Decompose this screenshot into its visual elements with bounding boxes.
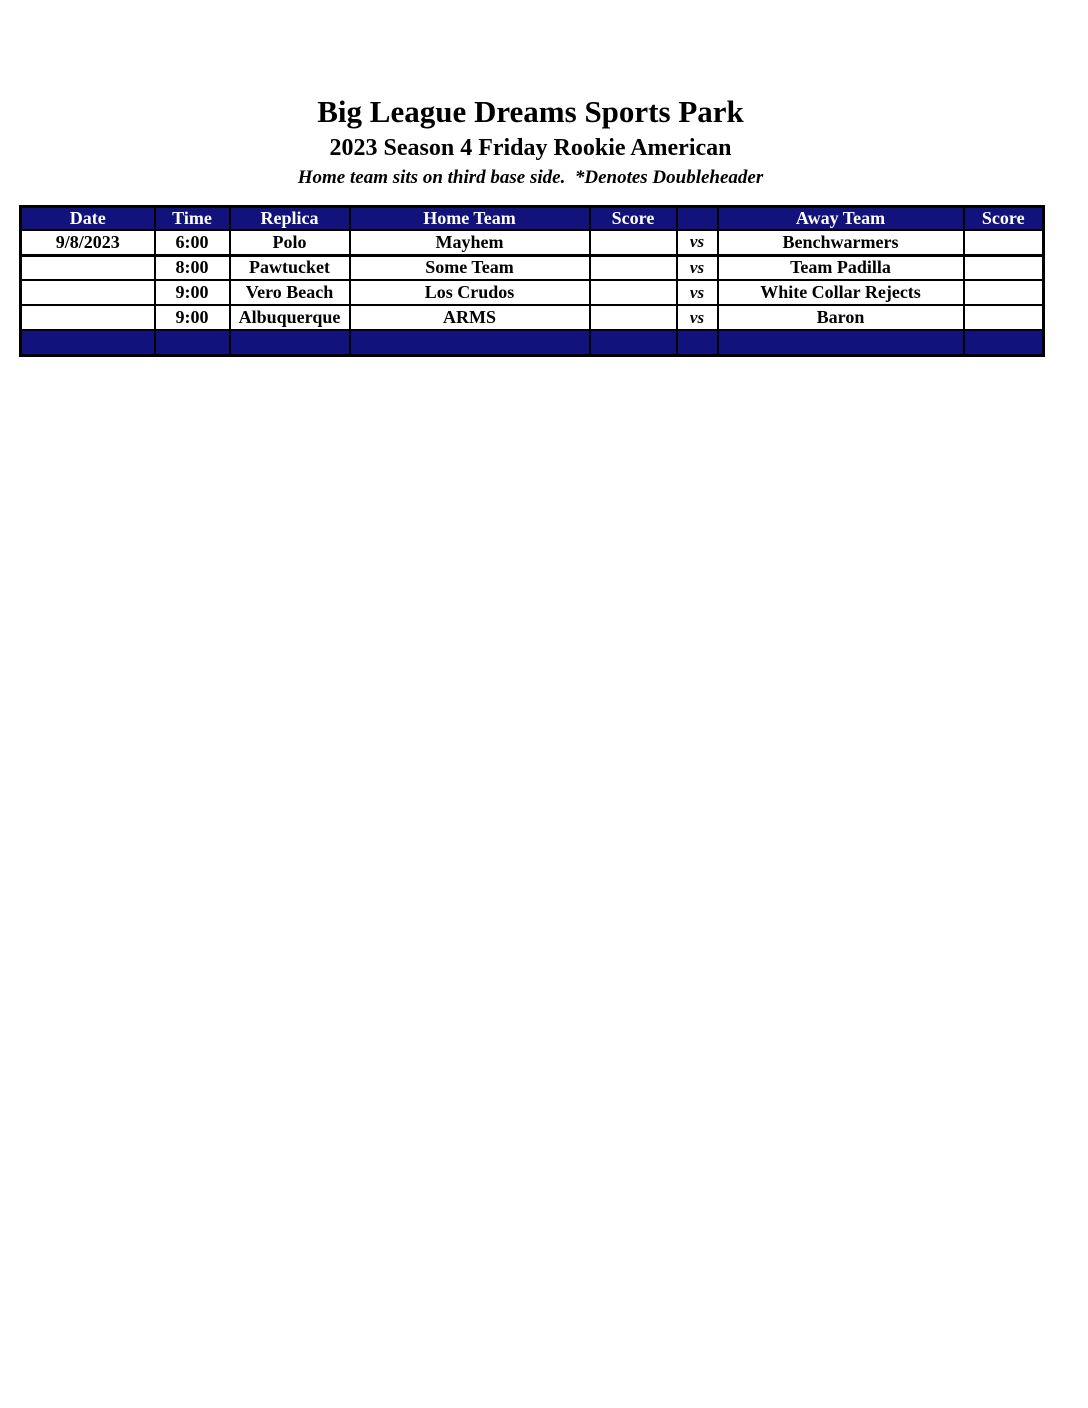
cell-away-score (962, 279, 1045, 306)
column-header-home-team: Home Team (348, 205, 591, 231)
footer-cell (228, 329, 351, 356)
cell-time: 9:00 (153, 304, 231, 331)
cell-away-team: Baron (716, 304, 965, 331)
cell-date: 9/8/2023 (19, 229, 156, 257)
cell-replica: Vero Beach (228, 279, 351, 306)
footer-cell (153, 329, 231, 356)
cell-date (19, 279, 156, 306)
column-header-date: Date (19, 205, 156, 231)
cell-vs: vs (675, 229, 719, 257)
cell-away-score (962, 229, 1045, 257)
column-header-vs (675, 205, 719, 231)
cell-home-team: Los Crudos (348, 279, 591, 306)
cell-away-team: Team Padilla (716, 254, 965, 281)
cell-home-team: Mayhem (348, 229, 591, 257)
cell-home-team: Some Team (348, 254, 591, 281)
cell-home-score (588, 304, 678, 331)
header-row: Date Time Replica Home Team Score Away T… (19, 205, 1045, 231)
column-header-replica: Replica (228, 205, 351, 231)
cell-away-score (962, 304, 1045, 331)
column-header-home-score: Score (588, 205, 678, 231)
cell-date (19, 304, 156, 331)
cell-vs: vs (675, 304, 719, 331)
cell-date (19, 254, 156, 281)
cell-home-score (588, 279, 678, 306)
footer-cell (19, 329, 156, 356)
cell-away-score (962, 254, 1045, 281)
cell-time: 6:00 (153, 229, 231, 257)
cell-home-team: ARMS (348, 304, 591, 331)
cell-time: 9:00 (153, 279, 231, 306)
cell-vs: vs (675, 279, 719, 306)
cell-away-team: White Collar Rejects (716, 279, 965, 306)
cell-home-score (588, 229, 678, 257)
page-subtitle: 2023 Season 4 Friday Rookie American (329, 135, 732, 161)
table-row: 8:00 Pawtucket Some Team vs Team Padilla (19, 254, 1045, 281)
cell-home-score (588, 254, 678, 281)
column-header-away-team: Away Team (716, 205, 965, 231)
column-header-away-score: Score (962, 205, 1045, 231)
cell-away-team: Benchwarmers (716, 229, 965, 257)
footer-cell (588, 329, 678, 356)
cell-vs: vs (675, 254, 719, 281)
schedule-table: Date Time Replica Home Team Score Away T… (19, 205, 1045, 357)
table-row: 9:00 Albuquerque ARMS vs Baron (19, 304, 1045, 331)
cell-replica: Albuquerque (228, 304, 351, 331)
table-row: 9:00 Vero Beach Los Crudos vs White Coll… (19, 279, 1045, 306)
footer-cell (716, 329, 965, 356)
footer-cell (962, 329, 1045, 356)
cell-time: 8:00 (153, 254, 231, 281)
cell-replica: Pawtucket (228, 254, 351, 281)
footer-row (19, 329, 1045, 356)
column-header-time: Time (153, 205, 231, 231)
footer-cell (348, 329, 591, 356)
table-row: 9/8/2023 6:00 Polo Mayhem vs Benchwarmer… (19, 229, 1045, 257)
page-heading: Big League Dreams Sports Park 2023 Seaso… (19, 92, 1042, 191)
cell-replica: Polo (228, 229, 351, 257)
page-note: Home team sits on third base side. *Deno… (297, 167, 764, 188)
footer-cell (675, 329, 719, 356)
page-title: Big League Dreams Sports Park (317, 94, 744, 129)
